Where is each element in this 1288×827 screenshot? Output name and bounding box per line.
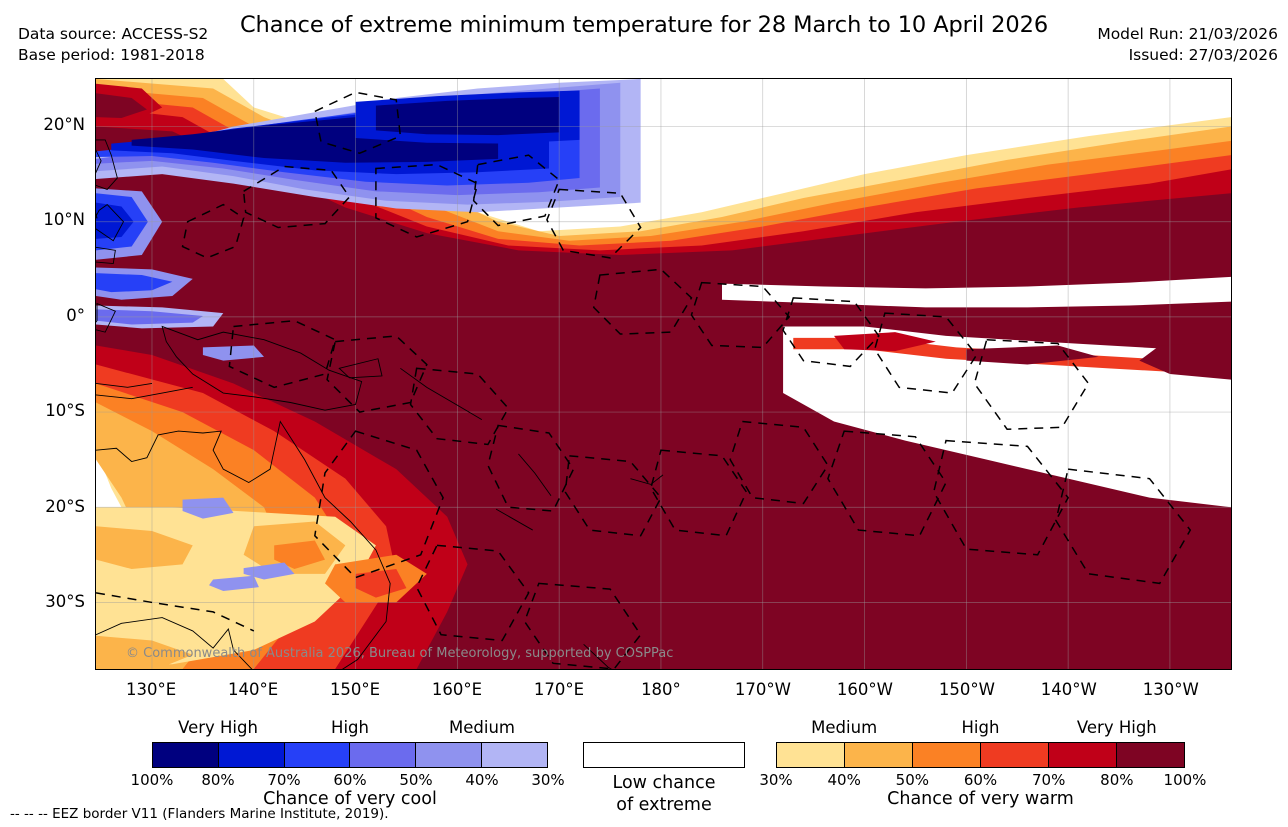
eez-footnote: -- -- -- EEZ border V11 (Flanders Marine… bbox=[10, 806, 389, 822]
colorbar-category-label: Very High bbox=[178, 718, 258, 737]
colorbar-swatch[interactable] bbox=[350, 743, 417, 767]
colorbar-category-label: Medium bbox=[449, 718, 515, 737]
latitude-tick-label: 20°N bbox=[43, 114, 85, 134]
longitude-tick-label: 180° bbox=[641, 680, 681, 699]
colorbar-swatch[interactable] bbox=[482, 743, 547, 767]
eez-borders bbox=[96, 91, 1192, 669]
latitude-tick-label: 30°S bbox=[45, 592, 85, 612]
colorbar-category-label: Medium bbox=[811, 718, 878, 737]
colorbar-tick-label: 40% bbox=[827, 771, 861, 789]
colorbar-category-label: High bbox=[961, 718, 1000, 737]
data-source-text: Data source: ACCESS-S2 bbox=[18, 25, 209, 43]
model-run-text: Model Run: 21/03/2026 bbox=[1097, 25, 1278, 43]
longitude-tick-label: 140°W bbox=[1040, 680, 1097, 699]
map-plot-area[interactable]: © Commonwealth of Australia 2026, Bureau… bbox=[95, 78, 1232, 670]
longitude-tick-label: 170°W bbox=[734, 680, 791, 699]
colorbar-tick-label: 80% bbox=[201, 771, 235, 789]
longitude-tick-label: 130°W bbox=[1142, 680, 1199, 699]
longitude-tick-label: 150°W bbox=[938, 680, 995, 699]
warm-colorbar-caption: Chance of very warm bbox=[887, 789, 1074, 809]
low-chance-swatch bbox=[583, 742, 745, 768]
base-period-text: Base period: 1981-2018 bbox=[18, 45, 205, 64]
colorbar-swatch[interactable] bbox=[1049, 743, 1117, 767]
coastlines bbox=[96, 139, 664, 669]
probability-field bbox=[96, 79, 1231, 669]
cool-colorbar-caption: Chance of very cool bbox=[263, 789, 437, 809]
longitude-tick-label: 150°E bbox=[329, 680, 381, 699]
colorbar-tick-label: 70% bbox=[267, 771, 301, 789]
colorbar-tick-label: 70% bbox=[1031, 771, 1066, 789]
colorbar-swatch[interactable] bbox=[153, 743, 219, 767]
colorbar-tick-label: 60% bbox=[963, 771, 998, 789]
colorbar-swatch[interactable] bbox=[284, 743, 351, 767]
graticule bbox=[96, 79, 1231, 669]
colorbar-swatch[interactable] bbox=[981, 743, 1049, 767]
cool-colorbar[interactable] bbox=[152, 742, 548, 768]
latitude-tick-label: 10°N bbox=[43, 210, 85, 230]
header-right-block: Model Run: 21/03/2026 Issued: 27/03/2026 bbox=[1097, 24, 1278, 65]
longitude-tick-label: 130°E bbox=[125, 680, 177, 699]
longitude-tick-label: 140°E bbox=[227, 680, 279, 699]
map-svg bbox=[96, 79, 1231, 669]
colorbar-tick-label: 50% bbox=[895, 771, 929, 789]
colorbar-category-label: Very High bbox=[1076, 718, 1157, 737]
longitude-tick-label: 170°E bbox=[533, 680, 585, 699]
warm-colorbar[interactable] bbox=[776, 742, 1185, 768]
colorbar-tick-label: 50% bbox=[399, 771, 433, 789]
colorbar-tick-label: 100% bbox=[1163, 771, 1207, 789]
colorbar-swatch[interactable] bbox=[416, 743, 483, 767]
colorbar-tick-label: 60% bbox=[333, 771, 367, 789]
latitude-tick-label: 10°S bbox=[45, 401, 85, 421]
colorbar-tick-label: 80% bbox=[1100, 771, 1134, 789]
colorbar-swatch[interactable] bbox=[845, 743, 913, 767]
header-left-block: Data source: ACCESS-S2 Base period: 1981… bbox=[18, 24, 208, 65]
colorbar-tick-label: 30% bbox=[759, 771, 793, 789]
colorbar-tick-label: 40% bbox=[465, 771, 499, 789]
colorbar-swatch[interactable] bbox=[218, 743, 285, 767]
colorbar-swatch[interactable] bbox=[777, 743, 845, 767]
latitude-tick-label: 20°S bbox=[45, 496, 85, 516]
colorbar-category-label: High bbox=[331, 718, 369, 737]
low-chance-line2: of extreme bbox=[616, 794, 712, 815]
page-title: Chance of extreme minimum temperature fo… bbox=[239, 12, 1049, 38]
colorbar-tick-label: 30% bbox=[531, 771, 565, 789]
issued-text: Issued: 27/03/2026 bbox=[1128, 45, 1278, 64]
colorbar-tick-label: 100% bbox=[130, 771, 174, 789]
longitude-tick-label: 160°E bbox=[431, 680, 483, 699]
latitude-tick-label: 0° bbox=[66, 305, 85, 325]
low-chance-label: Low chance of extreme bbox=[583, 773, 745, 816]
colorbar-swatch[interactable] bbox=[913, 743, 981, 767]
colorbar-swatch[interactable] bbox=[1117, 743, 1184, 767]
low-chance-line1: Low chance bbox=[612, 773, 716, 793]
longitude-tick-label: 160°W bbox=[836, 680, 893, 699]
